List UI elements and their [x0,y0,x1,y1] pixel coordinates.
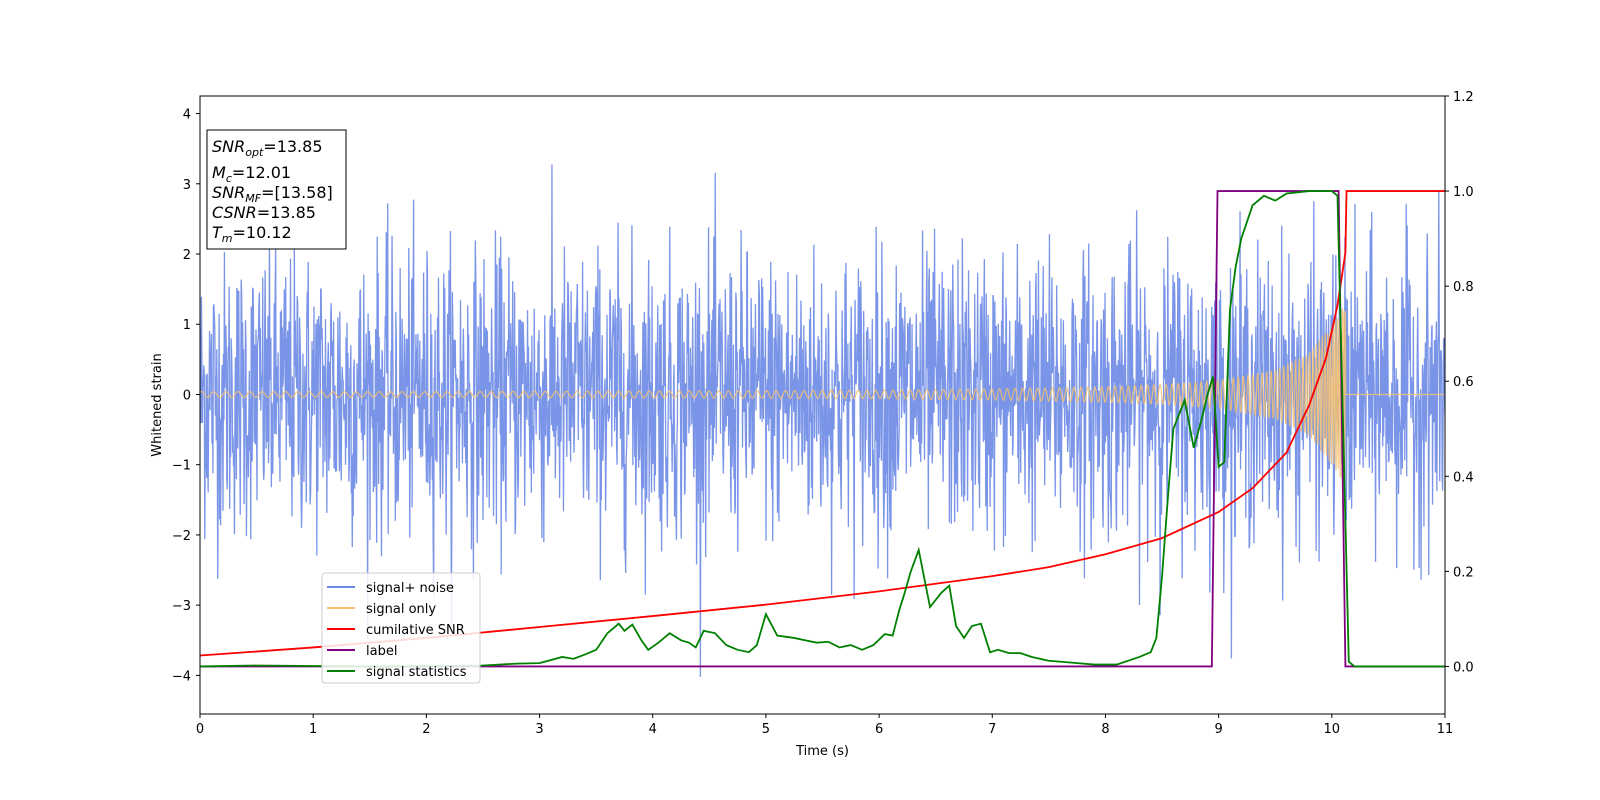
legend-frame [321,572,481,684]
y-tick-label: 2 [183,248,191,263]
series-cumilative-snr-line [200,190,1445,657]
legend-label: label [366,644,397,659]
y2-tick-label: 1.0 [1453,185,1474,200]
y2-tick-label: 0.8 [1453,280,1474,295]
y2-tick-label: 0.6 [1453,375,1474,390]
y-tick-label: −3 [172,599,191,614]
y2-tick-label: 0.4 [1453,470,1474,485]
y-tick-label: −2 [172,529,191,544]
y2-tick-label: 0.0 [1453,660,1474,675]
series-signal-only-line [200,308,1445,484]
y-tick-label: −1 [172,459,191,474]
x-tick-label: 1 [309,722,317,737]
y2-tick-label: 0.2 [1453,565,1474,580]
axes-frame [199,95,1446,715]
y2-tick-label: 1.2 [1453,90,1474,105]
legend-label: cumilative SNR [366,623,465,638]
x-tick-label: 6 [875,722,883,737]
info-box: SNRopt=13.85 Mc=12.01SNRMF=[13.58]CSNR=13… [206,129,347,250]
legend-label: signal only [366,602,436,617]
x-tick-label: 0 [196,722,204,737]
info-box-line: Mc=12.01 [212,163,291,185]
legend-label: signal+ noise [366,581,454,596]
x-tick-label: 11 [1437,722,1454,737]
info-box-line: SNRMF=[13.58] [212,183,333,205]
y-tick-label: 0 [183,388,191,403]
x-axis-label: Time (s) [795,744,849,759]
plot-area [200,164,1445,677]
x-tick-label: 8 [1101,722,1109,737]
y-axis-label: Whitened strain [150,353,165,456]
legend: signal+ noise signal only cumilative SNR la… [321,572,481,684]
info-box-line: SNRopt=13.85 [212,137,323,159]
series-signal-noise-line [200,164,1445,677]
legend-label: signal statistics [366,665,467,680]
info-box-line: CSNR=13.85 [212,203,316,222]
series-signal-statistics-line [200,190,1445,668]
info-box-line: Tm=10.12 [212,223,292,245]
x-tick-label: 2 [422,722,430,737]
y-tick-label: 1 [183,318,191,333]
x-tick-label: 5 [762,722,770,737]
y-tick-label: −4 [172,669,191,684]
x-tick-label: 10 [1324,722,1341,737]
y-tick-label: 3 [183,178,191,193]
info-box-frame [206,129,347,250]
x-tick-label: 7 [988,722,996,737]
ticks: 0 1 2 3 4 5 6 7 8 9 10 11 −4 −3 −2 −1 0 1 2 3 4 0.0 0.2 0.4 0.6 0… [172,90,1474,737]
x-tick-label: 4 [649,722,657,737]
x-tick-label: 3 [535,722,543,737]
x-tick-label: 9 [1214,722,1222,737]
y-tick-label: 4 [183,108,191,123]
